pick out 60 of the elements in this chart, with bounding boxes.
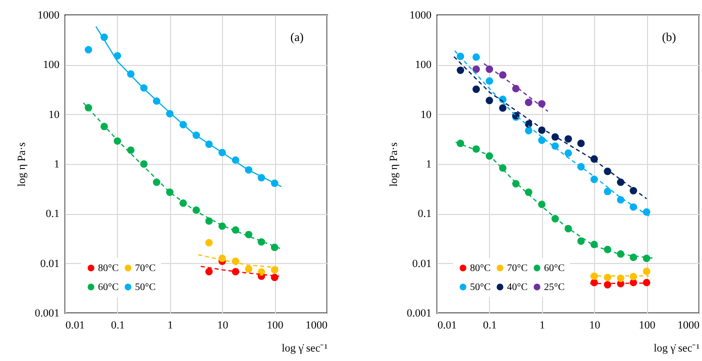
point: [538, 136, 546, 144]
x-tick-label: 100: [266, 320, 284, 332]
x-tick-label: 0.01: [66, 320, 85, 332]
point: [486, 96, 494, 104]
y-tick-label: 100: [415, 59, 432, 72]
y-tick-label: 0.001: [406, 308, 432, 320]
y-tick-label: 0.1: [46, 208, 60, 220]
legend-label: 60°C: [98, 282, 119, 293]
x-tick-label: 0.1: [111, 320, 125, 332]
x-tick-label: 1000: [678, 320, 700, 332]
y-axis-title: log η Pa·s: [388, 142, 400, 187]
y-tick-label: 0.01: [412, 258, 432, 270]
x-tick-label: 0.01: [438, 320, 457, 332]
x-tick-label: 10: [589, 320, 601, 332]
x-tick-label: 1: [168, 320, 174, 332]
point: [152, 178, 160, 186]
point: [616, 178, 624, 186]
legend-label: 80°C: [98, 263, 119, 274]
y-tick-label: 0.1: [418, 208, 432, 220]
point: [524, 126, 532, 134]
point: [642, 208, 650, 216]
legend-label: 25°C: [544, 282, 565, 293]
annotation: (b): [662, 30, 676, 44]
legend-label: 70°C: [135, 263, 156, 274]
point: [205, 217, 213, 225]
point: [472, 86, 480, 93]
y-tick-label: 0.01: [40, 258, 60, 270]
annotation: (a): [290, 30, 304, 44]
y-tick-label: 1: [54, 158, 60, 170]
point: [524, 188, 532, 196]
y-tick-label: 10: [48, 108, 60, 121]
x-tick-label: 10: [217, 320, 229, 332]
y-tick-label: 1000: [410, 10, 432, 22]
x-tick-label: 1: [540, 320, 546, 332]
y-tick-label: 100: [43, 59, 60, 72]
x-tick-label: 100: [638, 320, 656, 332]
x-axis-title: log γ̇ sec⁻¹: [654, 342, 700, 354]
legend-label: 80°C: [470, 263, 491, 274]
x-tick-label: 0.1: [483, 320, 497, 332]
point: [486, 77, 494, 85]
point: [577, 237, 585, 245]
x-tick-label: 1000: [306, 320, 328, 332]
point: [499, 104, 506, 112]
y-tick-label: 1000: [38, 10, 60, 22]
legend-label: 50°C: [135, 282, 156, 293]
point: [564, 135, 572, 143]
point: [564, 149, 572, 157]
y-tick-label: 1: [426, 158, 432, 170]
y-tick-label: 10: [420, 108, 432, 121]
x-axis-title: log γ̇ sec⁻¹: [282, 342, 328, 354]
legend-label: 70°C: [507, 263, 528, 274]
legend-label: 50°C: [470, 282, 491, 293]
point: [472, 53, 480, 61]
y-axis-title: log η Pa·s: [16, 142, 28, 187]
point: [616, 196, 624, 204]
legend-label: 40°C: [507, 282, 528, 293]
point: [604, 188, 612, 196]
y-tick-label: 0.001: [34, 308, 60, 320]
point: [577, 140, 585, 148]
legend-label: 60°C: [544, 263, 565, 274]
